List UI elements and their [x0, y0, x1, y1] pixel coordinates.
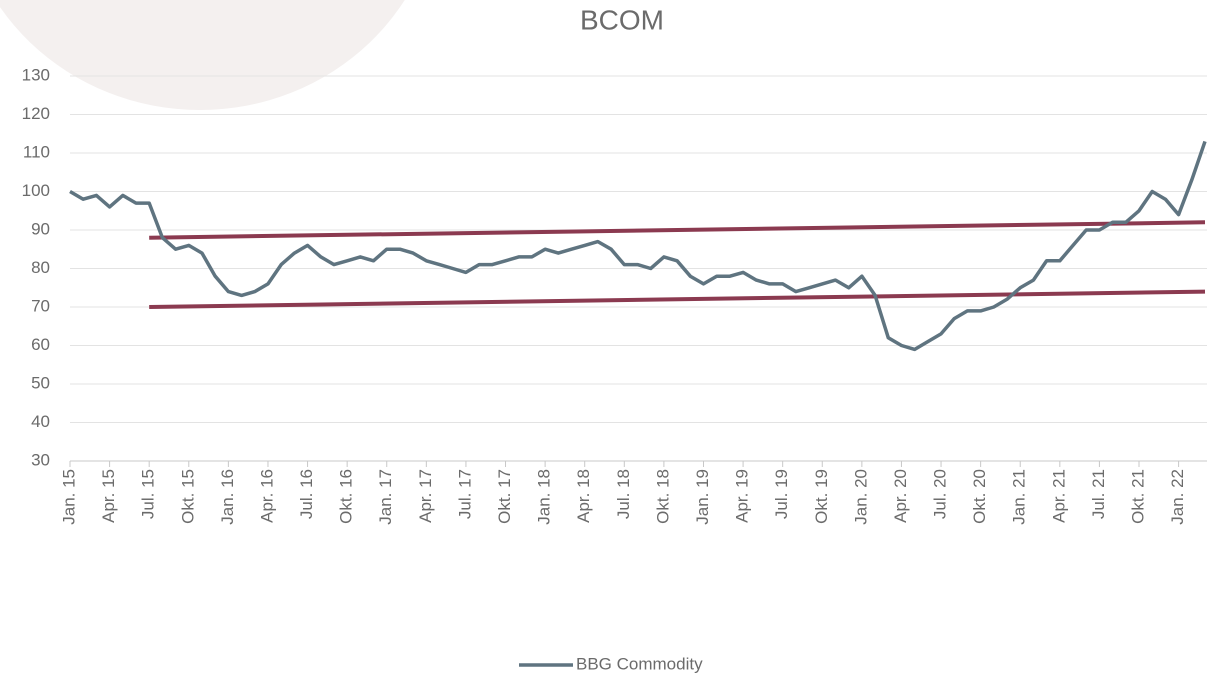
- y-tick-label: 80: [31, 258, 50, 277]
- x-tick-label: Jan. 19: [693, 469, 712, 525]
- y-tick-label: 40: [31, 412, 50, 431]
- x-tick-label: Apr. 19: [733, 469, 752, 523]
- x-tick-label: Okt. 19: [812, 469, 831, 524]
- x-tick-label: Jan. 21: [1010, 469, 1029, 525]
- x-tick-label: Apr. 16: [257, 469, 276, 523]
- decor-circle: [0, 0, 405, 110]
- x-tick-label: Jan. 15: [59, 469, 78, 525]
- x-tick-label: Okt. 18: [653, 469, 672, 524]
- x-tick-label: Okt. 20: [970, 469, 989, 524]
- x-tick-label: Apr. 21: [1049, 469, 1068, 523]
- x-tick-label: Jan. 22: [1168, 469, 1187, 525]
- x-tick-label: Apr. 20: [891, 469, 910, 523]
- y-tick-label: 70: [31, 296, 50, 315]
- y-tick-label: 60: [31, 335, 50, 354]
- x-tick-label: Okt. 16: [337, 469, 356, 524]
- x-tick-label: Jan. 20: [851, 469, 870, 525]
- y-tick-label: 30: [31, 450, 50, 469]
- y-tick-label: 110: [23, 142, 50, 161]
- x-tick-label: Jan. 17: [376, 469, 395, 525]
- x-tick-label: Jul. 16: [297, 469, 316, 519]
- y-tick-label: 50: [31, 373, 50, 392]
- trend-line: [149, 220, 1206, 240]
- x-tick-label: Jul. 19: [772, 469, 791, 519]
- legend-label: BBG Commodity: [576, 654, 703, 673]
- y-tick-label: 120: [22, 104, 50, 123]
- x-tick-label: Jul. 18: [614, 469, 633, 519]
- x-tick-label: Apr. 15: [99, 469, 118, 523]
- x-tick-label: Jan. 16: [218, 469, 237, 525]
- y-tick-label: 130: [22, 65, 50, 84]
- y-tick-label: 100: [22, 181, 50, 200]
- x-tick-label: Jul. 15: [139, 469, 158, 519]
- data-line: [69, 140, 1207, 352]
- x-tick-label: Okt. 15: [178, 469, 197, 524]
- x-tick-label: Apr. 17: [416, 469, 435, 523]
- trend-line: [149, 289, 1206, 309]
- chart-title: BCOM: [580, 4, 664, 35]
- x-tick-label: Jul. 21: [1089, 469, 1108, 519]
- x-tick-label: Okt. 17: [495, 469, 514, 524]
- x-tick-label: Okt. 21: [1128, 469, 1147, 524]
- x-tick-label: Jul. 20: [931, 469, 950, 519]
- x-tick-label: Jan. 18: [535, 469, 554, 525]
- y-tick-label: 90: [31, 219, 50, 238]
- x-tick-label: Apr. 18: [574, 469, 593, 523]
- x-tick-label: Jul. 17: [455, 469, 474, 519]
